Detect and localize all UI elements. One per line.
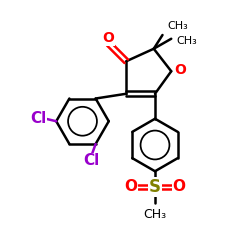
- Text: O: O: [172, 179, 186, 194]
- Text: Cl: Cl: [83, 154, 99, 168]
- Text: S: S: [149, 178, 161, 196]
- Text: O: O: [174, 63, 186, 77]
- Text: CH₃: CH₃: [168, 21, 188, 31]
- Text: O: O: [124, 179, 138, 194]
- Text: Cl: Cl: [30, 111, 46, 126]
- Text: O: O: [102, 31, 114, 45]
- Text: CH₃: CH₃: [144, 208, 167, 221]
- Text: CH₃: CH₃: [176, 36, 197, 46]
